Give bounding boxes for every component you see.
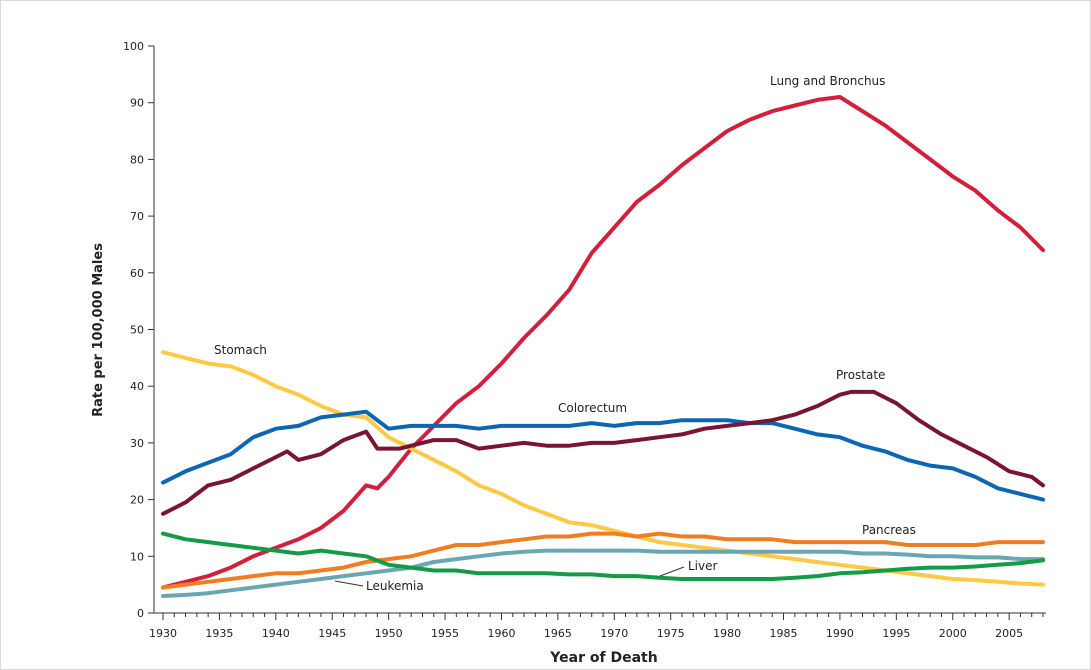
x-tick-label: 1950 [375,627,403,640]
series-label-colorectum: Colorectum [558,401,627,415]
x-tick-label: 1965 [544,627,572,640]
series-line-pancreas [161,531,1045,590]
leukemia-leader-line [334,580,364,587]
y-tick-label: 20 [130,494,144,507]
series-line-colorectum [161,409,1045,502]
series-line-leukemia [161,548,1045,598]
x-tick-label: 2000 [939,627,967,640]
series-lines [161,95,1045,598]
y-tick-label: 60 [130,267,144,280]
x-tick-label: 1985 [770,627,798,640]
x-tick-label: 1990 [826,627,854,640]
series-line-stomach [161,350,1045,587]
x-tick-label: 2005 [995,627,1023,640]
x-tick-label: 1980 [713,627,741,640]
series-label-stomach: Stomach [214,343,267,357]
series-label-pancreas: Pancreas [862,523,916,537]
x-tick-label: 1945 [318,627,346,640]
y-tick-label: 0 [137,607,144,620]
x-tick-label: 1960 [487,627,515,640]
x-tick-label: 1970 [600,627,628,640]
y-tick-label: 40 [130,380,144,393]
y-axis-title: Rate per 100,000 Males [91,243,106,417]
series-line-liver [161,531,1045,581]
liver-leader-line [659,566,685,577]
leader-lines [334,566,685,587]
x-tick-label: 1940 [262,627,290,640]
series-line-prostate [161,389,1045,516]
series-label-lung-and-bronchus: Lung and Bronchus [770,74,885,88]
x-tick-label: 1935 [205,627,233,640]
y-tick-label: 90 [130,97,144,110]
y-tick-label: 10 [130,550,144,563]
x-axis-title: Year of Death [549,650,657,666]
y-tick-label: 30 [130,437,144,450]
y-ticks: 0 10 20 30 40 50 60 70 80 90 100 [123,40,154,620]
series-line-lung-and-bronchus [161,95,1045,590]
x-tick-label: 1995 [882,627,910,640]
y-tick-label: 100 [123,40,144,53]
y-tick-label: 70 [130,210,144,223]
x-tick-label: 1955 [431,627,459,640]
x-tick-label: 1930 [149,627,177,640]
series-label-leukemia: Leukemia [366,579,424,593]
series-label-liver: Liver [688,559,718,573]
y-tick-label: 50 [130,324,144,337]
series-label-prostate: Prostate [836,368,885,382]
series-labels: Lung and Bronchus Stomach Colorectum Pro… [214,74,916,593]
x-tick-label: 1975 [657,627,685,640]
y-tick-label: 80 [130,153,144,166]
x-ticks: 1930 1935 1940 1945 1950 1955 1960 1965 1970 1975… [149,613,1044,640]
